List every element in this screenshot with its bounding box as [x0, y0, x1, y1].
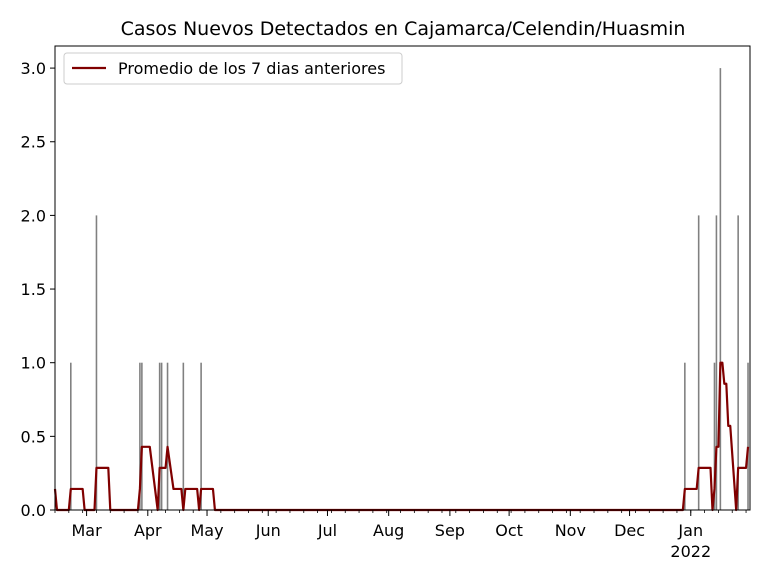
bar: [719, 68, 722, 510]
bar: [70, 362, 72, 510]
bar: [139, 362, 141, 510]
bar: [95, 215, 98, 510]
bar: [684, 362, 686, 510]
x-tick-label: Nov: [555, 521, 586, 540]
y-tick-label: 2.5: [21, 133, 46, 152]
bar: [158, 362, 161, 510]
x-axis: Mar Apr May Jun Jul Aug Sep Oct Nov Dec Jan: [54, 510, 747, 540]
bar: [737, 215, 739, 510]
x-tick-label: Jun: [255, 521, 281, 540]
bar: [713, 362, 716, 510]
y-axis: 0.0 0.5 1.0 1.5 2.0 2.5 3.0: [21, 59, 55, 520]
plot-frame: [54, 45, 751, 511]
x-tick-label: Jan: [677, 521, 703, 540]
bar: [166, 362, 169, 510]
bar: [160, 362, 163, 510]
y-tick-label: 2.0: [21, 206, 46, 225]
bar: [715, 215, 718, 510]
legend-label: Promedio de los 7 dias anteriores: [118, 59, 385, 78]
x-tick-label: Sep: [435, 521, 465, 540]
bar: [697, 215, 700, 510]
legend-box: [63, 52, 403, 85]
y-tick-label: 0.0: [21, 501, 46, 520]
legend: Promedio de los 7 dias anteriores: [63, 52, 403, 85]
x-year-label: 2022: [670, 542, 711, 561]
x-tick-label: Oct: [495, 521, 523, 540]
series-line-7day-average: [53, 361, 750, 512]
x-tick-label: Dec: [614, 521, 645, 540]
bar: [141, 362, 143, 510]
line-layer: [53, 361, 750, 512]
x-tick-label: Aug: [373, 521, 404, 540]
y-tick-label: 1.0: [21, 354, 46, 373]
y-tick-label: 0.5: [21, 427, 46, 446]
x-tick-label: Apr: [134, 521, 162, 540]
y-tick-label: 1.5: [21, 280, 46, 299]
bars-layer: [70, 68, 749, 510]
y-tick-label: 3.0: [21, 59, 46, 78]
x-tick-label: May: [190, 521, 223, 540]
bar: [200, 362, 202, 510]
bar: [747, 362, 749, 510]
bar: [182, 362, 185, 510]
x-tick-label: Jul: [317, 521, 337, 540]
x-tick-label: Mar: [71, 521, 102, 540]
chart-title: Casos Nuevos Detectados en Cajamarca/Cel…: [121, 18, 686, 40]
